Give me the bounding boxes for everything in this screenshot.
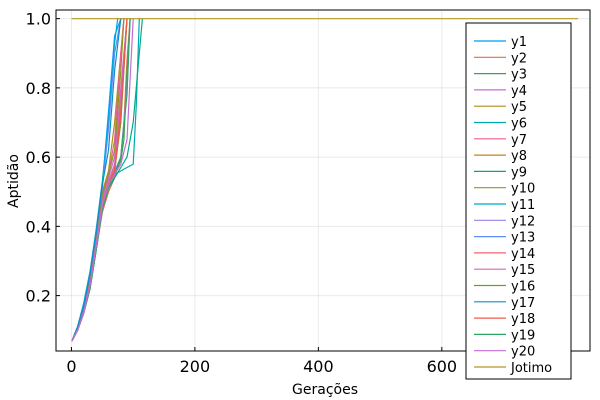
y-tick-label: 0.8 — [26, 79, 51, 98]
legend-label-y19: y19 — [511, 328, 535, 343]
y-axis-ticks: 0.2 0.4 0.6 0.8 1.0 — [26, 10, 60, 306]
x-axis-ticks: 0 200 400 600 — [66, 347, 457, 376]
series-line-y8 — [71, 18, 128, 342]
legend-label-y1: y1 — [511, 35, 527, 50]
y-tick-label: 1.0 — [26, 10, 51, 29]
y-tick-label: 0.2 — [26, 287, 51, 306]
x-axis-label: Gerações — [292, 382, 358, 398]
legend-label-y9: y9 — [511, 165, 527, 180]
legend-label-y3: y3 — [511, 68, 527, 83]
x-tick-label: 200 — [180, 357, 211, 376]
series-line-y14 — [71, 18, 128, 342]
legend-label-y2: y2 — [511, 51, 527, 66]
series-line-y16 — [71, 18, 128, 342]
legend-label-y18: y18 — [511, 312, 535, 327]
legend-label-y4: y4 — [511, 84, 527, 99]
legend-label-y10: y10 — [511, 182, 535, 197]
series-line-y4 — [71, 18, 128, 342]
legend-label-y15: y15 — [511, 263, 535, 278]
series-line-y5 — [71, 18, 125, 342]
legend-label-y20: y20 — [511, 345, 535, 360]
x-gridlines — [70, 10, 443, 351]
legend-label-y13: y13 — [511, 231, 535, 246]
legend-label-y8: y8 — [511, 149, 527, 164]
x-tick-label: 0 — [66, 357, 76, 376]
y-axis-label: Aptidão — [6, 154, 22, 208]
series-line-y18 — [71, 18, 128, 342]
y-tick-label: 0.4 — [26, 217, 51, 236]
legend-label-y11: y11 — [511, 198, 535, 213]
legend-label-y16: y16 — [511, 280, 535, 295]
plot-frame — [55, 9, 591, 352]
legend-label-jotimo: Jotimo — [510, 361, 552, 376]
series-line-y15 — [71, 18, 128, 342]
legend-label-y6: y6 — [511, 117, 527, 132]
legend-box — [465, 22, 572, 380]
legend-label-y12: y12 — [511, 214, 535, 229]
series-line-y7 — [71, 18, 125, 342]
series-line-y20 — [71, 18, 134, 342]
legend-label-y7: y7 — [511, 133, 527, 148]
legend-label-y14: y14 — [511, 247, 535, 262]
legend-label-y17: y17 — [511, 296, 535, 311]
x-tick-label: 600 — [427, 357, 458, 376]
x-tick-label: 400 — [303, 357, 334, 376]
series-line-y10 — [71, 18, 125, 342]
series-line-y17 — [71, 18, 122, 342]
y-tick-label: 0.6 — [26, 148, 51, 167]
series-lines — [71, 18, 579, 342]
legend: y1y2y3y4y5y6y7y8y9y10y11y12y13y14y15y16y… — [465, 22, 572, 380]
legend-label-y5: y5 — [511, 100, 527, 115]
